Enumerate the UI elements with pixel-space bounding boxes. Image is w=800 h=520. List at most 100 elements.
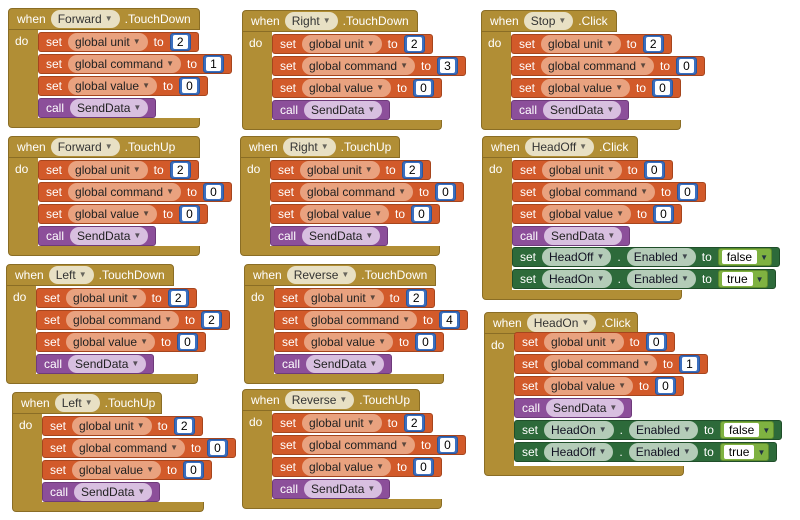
event-left-touchup[interactable]: when Left ▼ .TouchUp do set global unit ▼ …	[12, 392, 237, 512]
call-senddata-block[interactable]: call SendData ▼	[38, 226, 157, 246]
set-command-block[interactable]: set global command ▼ to 3	[272, 56, 467, 76]
property-dropdown[interactable]: Enabled ▼	[626, 270, 696, 288]
variable-dropdown[interactable]: global unit ▼	[300, 161, 380, 179]
variable-dropdown[interactable]: global command ▼	[66, 311, 179, 329]
number-block[interactable]: 2	[201, 311, 223, 329]
boolean-block[interactable]: true ▼	[717, 270, 768, 288]
variable-dropdown[interactable]: global unit ▼	[66, 289, 146, 307]
variable-dropdown[interactable]: global unit ▼	[544, 333, 624, 351]
set-unit-block[interactable]: set global unit ▼ to 2	[270, 160, 431, 180]
number-block[interactable]: 0	[643, 161, 665, 179]
event-header[interactable]: when HeadOn ▼ .Click	[484, 312, 638, 334]
variable-dropdown[interactable]: global value ▼	[304, 333, 393, 351]
variable-dropdown[interactable]: global unit ▼	[68, 33, 148, 51]
call-senddata-block[interactable]: call SendData ▼	[511, 100, 630, 120]
component-dropdown[interactable]: HeadOn ▼	[526, 314, 597, 332]
number-block[interactable]: 0	[179, 205, 201, 223]
variable-dropdown[interactable]: global unit ▼	[302, 414, 382, 432]
component-dropdown[interactable]: HeadOff ▼	[544, 443, 614, 461]
number-block[interactable]: 0	[645, 333, 667, 351]
boolean-block[interactable]: false ▼	[717, 248, 773, 266]
set-command-block[interactable]: set global command ▼ to 0	[511, 56, 706, 76]
variable-dropdown[interactable]: global unit ▼	[302, 35, 382, 53]
boolean-block[interactable]: false ▼	[719, 421, 775, 439]
event-headoff-click[interactable]: when HeadOff ▼ .Click do set global unit ▼…	[482, 136, 787, 300]
procedure-dropdown[interactable]: SendData ▼	[70, 99, 149, 117]
event-left-touchdown[interactable]: when Left ▼ .TouchDown do set global unit…	[6, 264, 231, 384]
set-unit-block[interactable]: set global unit ▼ to 0	[514, 332, 675, 352]
procedure-dropdown[interactable]: SendData ▼	[304, 480, 383, 498]
number-block[interactable]: 0	[203, 183, 225, 201]
event-reverse-touchup[interactable]: when Reverse ▼ .TouchUp do set global uni…	[242, 389, 472, 509]
component-dropdown[interactable]: Reverse ▼	[284, 391, 355, 409]
set-component-property-block[interactable]: set HeadOff ▼ . Enabled ▼ to true ▼	[514, 442, 778, 462]
set-unit-block[interactable]: set global unit ▼ to 0	[512, 160, 673, 180]
procedure-dropdown[interactable]: SendData ▼	[304, 101, 383, 119]
set-unit-block[interactable]: set global unit ▼ to 2	[274, 288, 435, 308]
number-block[interactable]: 2	[642, 35, 664, 53]
set-value-block[interactable]: set global value ▼ to 0	[36, 332, 207, 352]
component-dropdown[interactable]: Forward ▼	[50, 10, 120, 28]
set-value-block[interactable]: set global value ▼ to 0	[272, 78, 443, 98]
event-header[interactable]: when Right ▼ .TouchDown	[242, 10, 418, 32]
call-senddata-block[interactable]: call SendData ▼	[274, 354, 393, 374]
number-block[interactable]: 2	[401, 161, 423, 179]
component-dropdown[interactable]: HeadOn ▼	[544, 421, 614, 439]
variable-dropdown[interactable]: global value ▼	[542, 205, 631, 223]
set-command-block[interactable]: set global command ▼ to 2	[36, 310, 231, 330]
procedure-dropdown[interactable]: SendData ▼	[306, 355, 385, 373]
procedure-dropdown[interactable]: SendData ▼	[544, 227, 623, 245]
event-reverse-touchdown[interactable]: when Reverse ▼ .TouchDown do set global u…	[244, 264, 474, 384]
set-command-block[interactable]: set global command ▼ to 0	[42, 438, 237, 458]
set-value-block[interactable]: set global value ▼ to 0	[38, 76, 209, 96]
event-header[interactable]: when Right ▼ .TouchUp	[240, 136, 400, 158]
set-command-block[interactable]: set global command ▼ to 1	[38, 54, 233, 74]
component-dropdown[interactable]: Left ▼	[48, 266, 94, 284]
variable-dropdown[interactable]: global command ▼	[541, 57, 654, 75]
set-command-block[interactable]: set global command ▼ to 0	[270, 182, 465, 202]
variable-dropdown[interactable]: global unit ▼	[541, 35, 621, 53]
variable-dropdown[interactable]: global value ▼	[302, 458, 391, 476]
component-dropdown[interactable]: Stop ▼	[523, 12, 574, 30]
event-header[interactable]: when HeadOff ▼ .Click	[482, 136, 638, 158]
variable-dropdown[interactable]: global value ▼	[544, 377, 633, 395]
event-header[interactable]: when Stop ▼ .Click	[481, 10, 617, 32]
procedure-dropdown[interactable]: SendData ▼	[543, 101, 622, 119]
property-dropdown[interactable]: Enabled ▼	[626, 248, 696, 266]
number-block[interactable]: 1	[679, 355, 701, 373]
variable-dropdown[interactable]: global value ▼	[300, 205, 389, 223]
set-value-block[interactable]: set global value ▼ to 0	[272, 457, 443, 477]
property-dropdown[interactable]: Enabled ▼	[628, 443, 698, 461]
number-block[interactable]: 2	[173, 417, 195, 435]
set-command-block[interactable]: set global command ▼ to 0	[512, 182, 707, 202]
number-block[interactable]: 2	[167, 289, 189, 307]
variable-dropdown[interactable]: global command ▼	[72, 439, 185, 457]
number-block[interactable]: 2	[405, 289, 427, 307]
number-block[interactable]: 2	[403, 414, 425, 432]
variable-dropdown[interactable]: global command ▼	[302, 436, 415, 454]
set-component-property-block[interactable]: set HeadOff ▼ . Enabled ▼ to false ▼	[512, 247, 781, 267]
set-command-block[interactable]: set global command ▼ to 0	[272, 435, 467, 455]
event-forward-touchdown[interactable]: when Forward ▼ .TouchDown do set global u…	[8, 8, 233, 128]
event-header[interactable]: when Reverse ▼ .TouchUp	[242, 389, 420, 411]
event-header[interactable]: when Left ▼ .TouchUp	[12, 392, 162, 414]
call-senddata-block[interactable]: call SendData ▼	[512, 226, 631, 246]
number-block[interactable]: 0	[655, 377, 677, 395]
number-block[interactable]: 0	[437, 436, 459, 454]
variable-dropdown[interactable]: global unit ▼	[542, 161, 622, 179]
number-block[interactable]: 0	[652, 79, 674, 97]
variable-dropdown[interactable]: global command ▼	[68, 183, 181, 201]
call-senddata-block[interactable]: call SendData ▼	[42, 482, 161, 502]
boolean-block[interactable]: true ▼	[719, 443, 770, 461]
set-value-block[interactable]: set global value ▼ to 0	[42, 460, 213, 480]
number-block[interactable]: 2	[403, 35, 425, 53]
component-dropdown[interactable]: Right ▼	[284, 12, 338, 30]
set-value-block[interactable]: set global value ▼ to 0	[511, 78, 682, 98]
variable-dropdown[interactable]: global value ▼	[72, 461, 161, 479]
event-header[interactable]: when Forward ▼ .TouchUp	[8, 136, 200, 158]
call-senddata-block[interactable]: call SendData ▼	[514, 398, 633, 418]
variable-dropdown[interactable]: global value ▼	[302, 79, 391, 97]
call-senddata-block[interactable]: call SendData ▼	[270, 226, 389, 246]
variable-dropdown[interactable]: global unit ▼	[68, 161, 148, 179]
number-block[interactable]: 0	[411, 205, 433, 223]
